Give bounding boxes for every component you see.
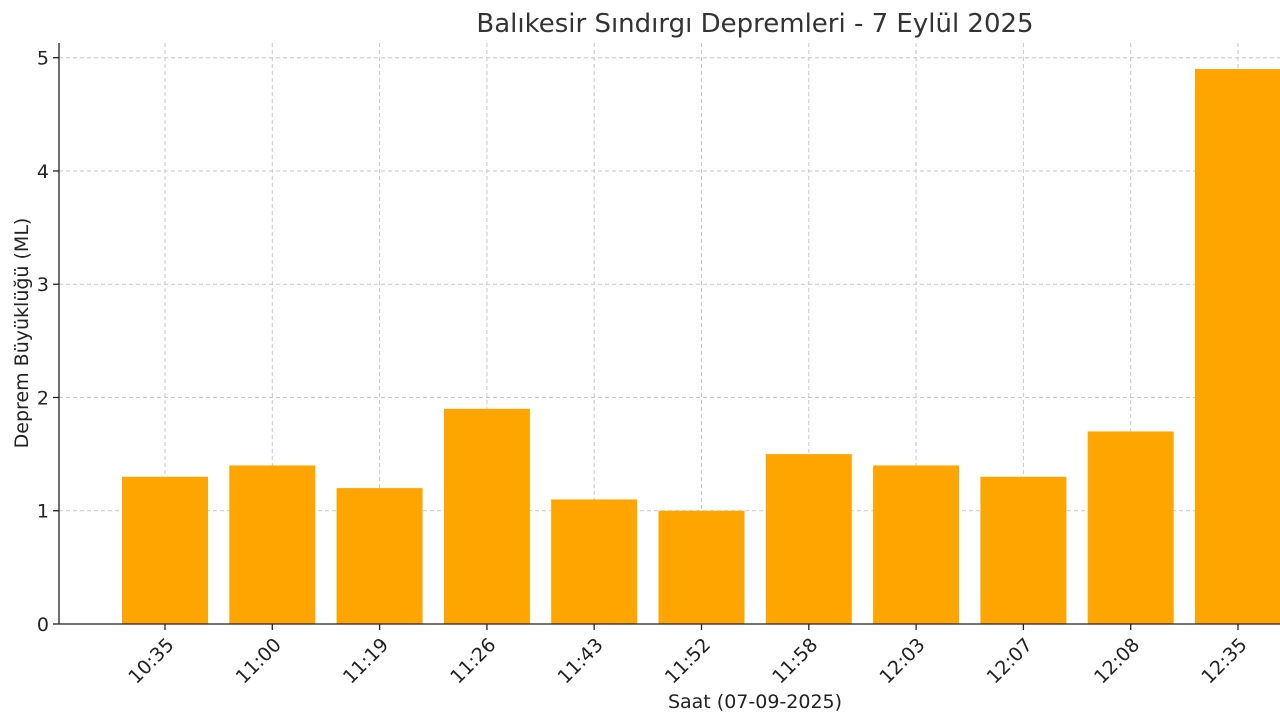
x-ticks: 10:35 11:00 11:19 11:26 11:43 11:52 11:58 12:03… <box>124 624 1252 688</box>
bar <box>658 510 745 624</box>
x-tick-label: 12:07 <box>983 634 1037 688</box>
y-tick-label: 2 <box>37 387 49 409</box>
chart-title: Balıkesir Sındırgı Depremleri - 7 Eylül … <box>476 9 1033 39</box>
x-tick-label: 10:35 <box>124 634 178 688</box>
bars <box>122 69 1280 625</box>
x-tick-label: 11:58 <box>768 634 822 688</box>
y-tick-label: 3 <box>37 274 49 296</box>
bar <box>336 488 423 624</box>
axes <box>58 43 1280 625</box>
bar <box>1195 69 1280 625</box>
x-tick-label: 12:35 <box>1197 634 1251 688</box>
bar <box>1087 431 1174 624</box>
bar <box>122 476 208 624</box>
bar <box>873 465 960 624</box>
x-tick-label: 12:03 <box>875 634 929 688</box>
x-tick-label: 11:43 <box>553 634 607 688</box>
x-tick-label: 12:08 <box>1090 634 1144 688</box>
bar <box>551 499 638 624</box>
bar <box>765 454 852 624</box>
y-tick-label: 1 <box>37 501 49 523</box>
y-ticks: 0 1 2 3 4 5 <box>37 48 59 636</box>
y-tick-label: 4 <box>37 161 49 183</box>
bar <box>980 476 1067 624</box>
x-tick-label: 11:52 <box>661 634 715 688</box>
y-axis-label: Deprem Büyüklüğü (ML) <box>11 218 33 449</box>
y-tick-label: 0 <box>37 614 49 636</box>
y-tick-label: 5 <box>37 48 49 70</box>
x-tick-label: 11:00 <box>232 634 286 688</box>
bar <box>443 408 530 624</box>
x-tick-label: 11:19 <box>339 634 393 688</box>
bar <box>229 465 316 624</box>
x-tick-label: 11:26 <box>446 634 500 688</box>
x-axis-label: Saat (07-09-2025) <box>668 691 842 713</box>
